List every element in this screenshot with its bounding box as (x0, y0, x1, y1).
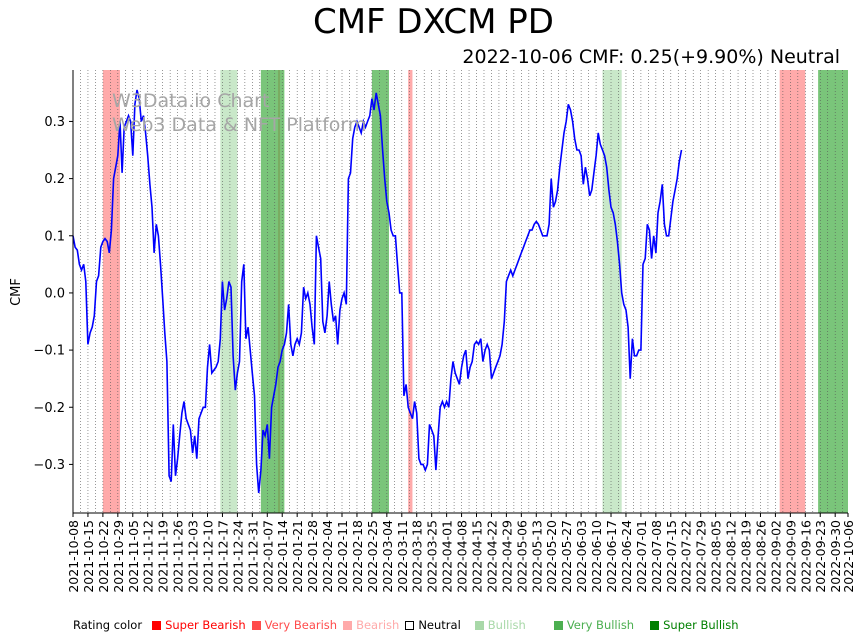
x-tick-label: 2022-02-11 (335, 520, 350, 593)
x-tick-label: 2022-08-26 (753, 520, 768, 593)
legend-label: Rating color (73, 618, 143, 632)
y-tick-label: 0.3 (44, 115, 65, 130)
x-tick-label: 2022-01-21 (290, 520, 305, 593)
x-tick-label: 2022-05-06 (514, 520, 529, 593)
x-tick-label: 2022-07-15 (664, 520, 679, 593)
x-tick-label: 2021-10-08 (66, 520, 81, 593)
y-axis-label: CMF (9, 278, 24, 306)
x-tick-label: 2022-01-07 (260, 520, 275, 593)
x-tick-label: 2022-05-20 (544, 520, 559, 593)
x-tick-label: 2022-06-24 (619, 520, 634, 593)
rating-span-7 (371, 70, 389, 513)
x-tick-label: 2022-05-27 (559, 520, 574, 593)
vertical-gridlines (72, 70, 843, 513)
x-tick-label: 2022-04-01 (440, 520, 455, 593)
x-tick-label: 2022-06-10 (589, 520, 604, 593)
x-tick-label: 2022-08-12 (724, 520, 739, 593)
chart-subtitle: 2022-10-06 CMF: 0.25(+9.90%) Neutral (462, 46, 840, 68)
x-tick-label: 2022-09-09 (783, 520, 798, 593)
x-tick-label: 2021-11-12 (141, 520, 156, 593)
x-tick-label: 2021-10-15 (81, 520, 96, 593)
rating-span-2 (408, 70, 413, 513)
x-tick-label: 2022-06-03 (574, 520, 589, 593)
x-tick-label: 2021-12-03 (186, 520, 201, 593)
x-tick-label: 2021-12-24 (230, 520, 245, 593)
x-tick-label: 2021-12-31 (245, 520, 260, 593)
y-tick-label: −0.1 (33, 344, 65, 359)
x-tick-label: 2022-09-23 (813, 520, 828, 593)
y-tick-label: −0.2 (33, 401, 65, 416)
x-tick-label: 2022-07-08 (649, 520, 664, 593)
y-tick-label: 0.1 (44, 229, 65, 244)
x-tick-label: 2022-04-08 (455, 520, 470, 593)
x-tick-label: 2022-09-02 (768, 520, 783, 593)
y-tick-label: 0.2 (44, 172, 65, 187)
rating-span-4 (220, 70, 238, 513)
x-tick-label: 2022-02-25 (365, 520, 380, 593)
x-tick-label: 2022-09-16 (798, 520, 813, 593)
x-tick-label: 2022-08-19 (739, 520, 754, 593)
x-tick-label: 2021-12-10 (201, 520, 216, 593)
x-tick-label: 2022-10-06 (841, 520, 856, 593)
x-tick-label: 2022-04-15 (470, 520, 485, 593)
chart-title: CMF DXCM PD (312, 2, 554, 42)
x-tick-label: 2022-02-04 (320, 520, 335, 593)
watermark-line-1: W3Data.io Chart (112, 90, 270, 112)
x-tick-label: 2022-07-01 (634, 520, 649, 593)
x-axis-ticks: 2021-10-08 2021-10-15 2021-10-22 2021-10-29… (66, 513, 856, 593)
rating-spans (102, 70, 848, 513)
y-axis-ticks: −0.3 −0.2 −0.1 0.0 0.1 0.2 0.3 (33, 115, 73, 473)
cmf-series-line (72, 89, 683, 494)
x-tick-label: 2022-05-13 (529, 520, 544, 593)
x-tick-label: 2022-08-05 (709, 520, 724, 593)
x-tick-label: 2021-10-22 (96, 520, 111, 593)
x-tick-label: 2022-03-04 (380, 520, 395, 593)
y-tick-label: −0.3 (33, 458, 65, 473)
rating-span-6 (260, 70, 285, 513)
x-tick-label: 2022-01-28 (305, 520, 320, 593)
legend-item-neutral: Neutral (405, 618, 461, 632)
rating-span-3 (779, 70, 806, 513)
x-tick-label: 2021-11-19 (156, 520, 171, 593)
x-tick-label: 2022-07-29 (694, 520, 709, 593)
x-tick-label: 2022-04-22 (484, 520, 499, 593)
rating-span-8 (818, 70, 848, 513)
x-tick-label: 2022-01-14 (275, 520, 290, 593)
x-tick-label: 2022-02-18 (350, 520, 365, 593)
x-tick-label: 2022-04-29 (499, 520, 514, 593)
x-tick-label: 2022-03-25 (425, 520, 440, 593)
x-tick-label: 2021-12-17 (215, 520, 230, 593)
watermark-line-2: Web3 Data & NFT Platform (112, 114, 367, 136)
legend-item-super-bullish: Super Bullish (650, 618, 739, 632)
x-tick-label: 2022-09-30 (828, 520, 843, 593)
legend-item-bullish: Bullish (474, 618, 526, 632)
x-tick-label: 2021-11-26 (171, 520, 186, 593)
rating-span-1 (102, 70, 120, 513)
x-tick-label: 2022-07-22 (679, 520, 694, 593)
x-tick-label: 2021-10-29 (111, 520, 126, 593)
legend-item-very-bearish: Very Bearish (251, 618, 337, 632)
legend-item-very-bullish: Very Bullish (553, 618, 634, 632)
y-tick-label: 0.0 (44, 286, 65, 301)
rating-legend: Rating color Super Bearish Very Bearish … (73, 617, 745, 633)
x-tick-label: 2022-06-17 (604, 520, 619, 593)
rating-span-5 (602, 70, 622, 513)
legend-item-super-bearish: Super Bearish (152, 618, 246, 632)
legend-item-bearish: Bearish (343, 618, 399, 632)
x-tick-label: 2022-03-11 (395, 520, 410, 593)
x-tick-label: 2021-11-05 (126, 520, 141, 593)
x-tick-label: 2022-03-18 (410, 520, 425, 593)
